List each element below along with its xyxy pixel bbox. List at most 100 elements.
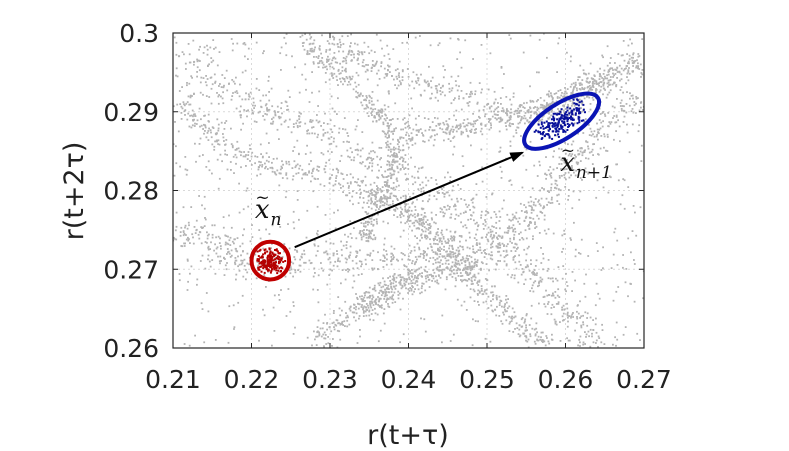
background-point bbox=[424, 230, 427, 233]
cluster-point bbox=[563, 122, 566, 124]
background-point bbox=[372, 108, 374, 111]
cluster-point bbox=[276, 272, 279, 275]
background-point bbox=[283, 243, 286, 245]
background-point bbox=[369, 95, 371, 98]
background-point bbox=[308, 171, 310, 174]
background-point bbox=[487, 240, 490, 243]
background-point bbox=[468, 96, 470, 98]
background-point bbox=[427, 139, 430, 142]
background-point bbox=[483, 256, 486, 258]
background-point bbox=[386, 163, 388, 166]
background-point bbox=[469, 267, 472, 269]
background-point bbox=[292, 305, 295, 307]
background-point bbox=[461, 155, 464, 158]
background-point bbox=[245, 92, 247, 95]
background-point bbox=[436, 117, 439, 120]
background-point bbox=[509, 114, 512, 117]
background-point bbox=[575, 161, 578, 164]
background-point bbox=[488, 119, 491, 121]
background-point bbox=[412, 128, 415, 131]
background-point bbox=[619, 102, 622, 104]
background-point bbox=[389, 142, 392, 145]
background-point bbox=[584, 73, 587, 75]
background-point bbox=[414, 275, 416, 277]
background-point bbox=[391, 130, 394, 133]
background-point bbox=[516, 248, 518, 250]
background-point bbox=[538, 280, 541, 283]
background-point bbox=[417, 131, 420, 133]
background-point bbox=[339, 183, 342, 186]
background-point bbox=[401, 156, 404, 159]
background-point bbox=[616, 98, 618, 100]
background-point bbox=[522, 271, 525, 274]
background-point bbox=[452, 137, 455, 139]
background-point bbox=[478, 243, 481, 245]
background-point bbox=[248, 263, 251, 266]
background-point bbox=[445, 132, 448, 135]
background-point bbox=[472, 211, 475, 214]
background-point bbox=[513, 311, 516, 314]
background-point bbox=[457, 262, 460, 265]
background-point bbox=[557, 108, 559, 110]
background-point bbox=[407, 217, 410, 220]
background-point bbox=[548, 104, 551, 107]
background-point bbox=[248, 95, 251, 98]
background-point bbox=[401, 164, 404, 166]
background-point bbox=[366, 158, 369, 160]
background-point bbox=[503, 199, 505, 202]
background-point bbox=[388, 291, 391, 294]
background-point bbox=[635, 66, 637, 69]
background-point bbox=[218, 94, 220, 96]
background-point bbox=[505, 319, 508, 322]
background-point bbox=[316, 233, 319, 236]
background-point bbox=[427, 118, 430, 120]
background-point bbox=[214, 243, 216, 246]
background-point bbox=[623, 115, 626, 118]
background-point bbox=[363, 41, 366, 44]
background-point bbox=[235, 162, 237, 165]
background-point bbox=[390, 123, 392, 126]
background-point bbox=[329, 176, 332, 179]
background-point bbox=[336, 250, 338, 252]
background-point bbox=[368, 221, 371, 224]
background-point bbox=[294, 326, 296, 329]
background-point bbox=[417, 79, 420, 82]
background-point bbox=[413, 290, 415, 293]
background-point bbox=[225, 268, 228, 271]
cluster-point bbox=[266, 250, 269, 253]
background-point bbox=[411, 107, 413, 110]
background-point bbox=[470, 276, 473, 279]
background-point bbox=[331, 269, 333, 272]
cluster-point bbox=[279, 252, 281, 255]
background-point bbox=[571, 290, 573, 292]
background-point bbox=[542, 206, 545, 209]
cluster-point bbox=[556, 113, 558, 116]
background-point bbox=[313, 267, 316, 270]
background-point bbox=[489, 235, 492, 238]
background-point bbox=[403, 279, 406, 282]
background-point bbox=[565, 281, 568, 283]
background-point bbox=[567, 198, 569, 201]
background-point bbox=[455, 109, 458, 112]
background-point bbox=[378, 78, 381, 80]
background-point bbox=[311, 344, 313, 347]
background-point bbox=[441, 91, 444, 94]
background-point bbox=[299, 36, 302, 38]
background-point bbox=[363, 305, 366, 308]
background-point bbox=[480, 127, 483, 130]
background-point bbox=[362, 308, 364, 311]
background-point bbox=[344, 128, 347, 131]
background-point bbox=[333, 56, 335, 59]
background-point bbox=[529, 196, 532, 198]
background-point bbox=[252, 97, 255, 100]
background-point bbox=[562, 312, 565, 315]
background-point bbox=[403, 254, 406, 257]
background-point bbox=[411, 260, 414, 262]
background-point bbox=[601, 323, 603, 326]
background-point bbox=[385, 181, 388, 183]
background-point bbox=[210, 241, 212, 244]
background-point bbox=[386, 182, 388, 185]
background-point bbox=[462, 131, 464, 134]
background-point bbox=[409, 278, 411, 281]
background-point bbox=[335, 75, 338, 78]
